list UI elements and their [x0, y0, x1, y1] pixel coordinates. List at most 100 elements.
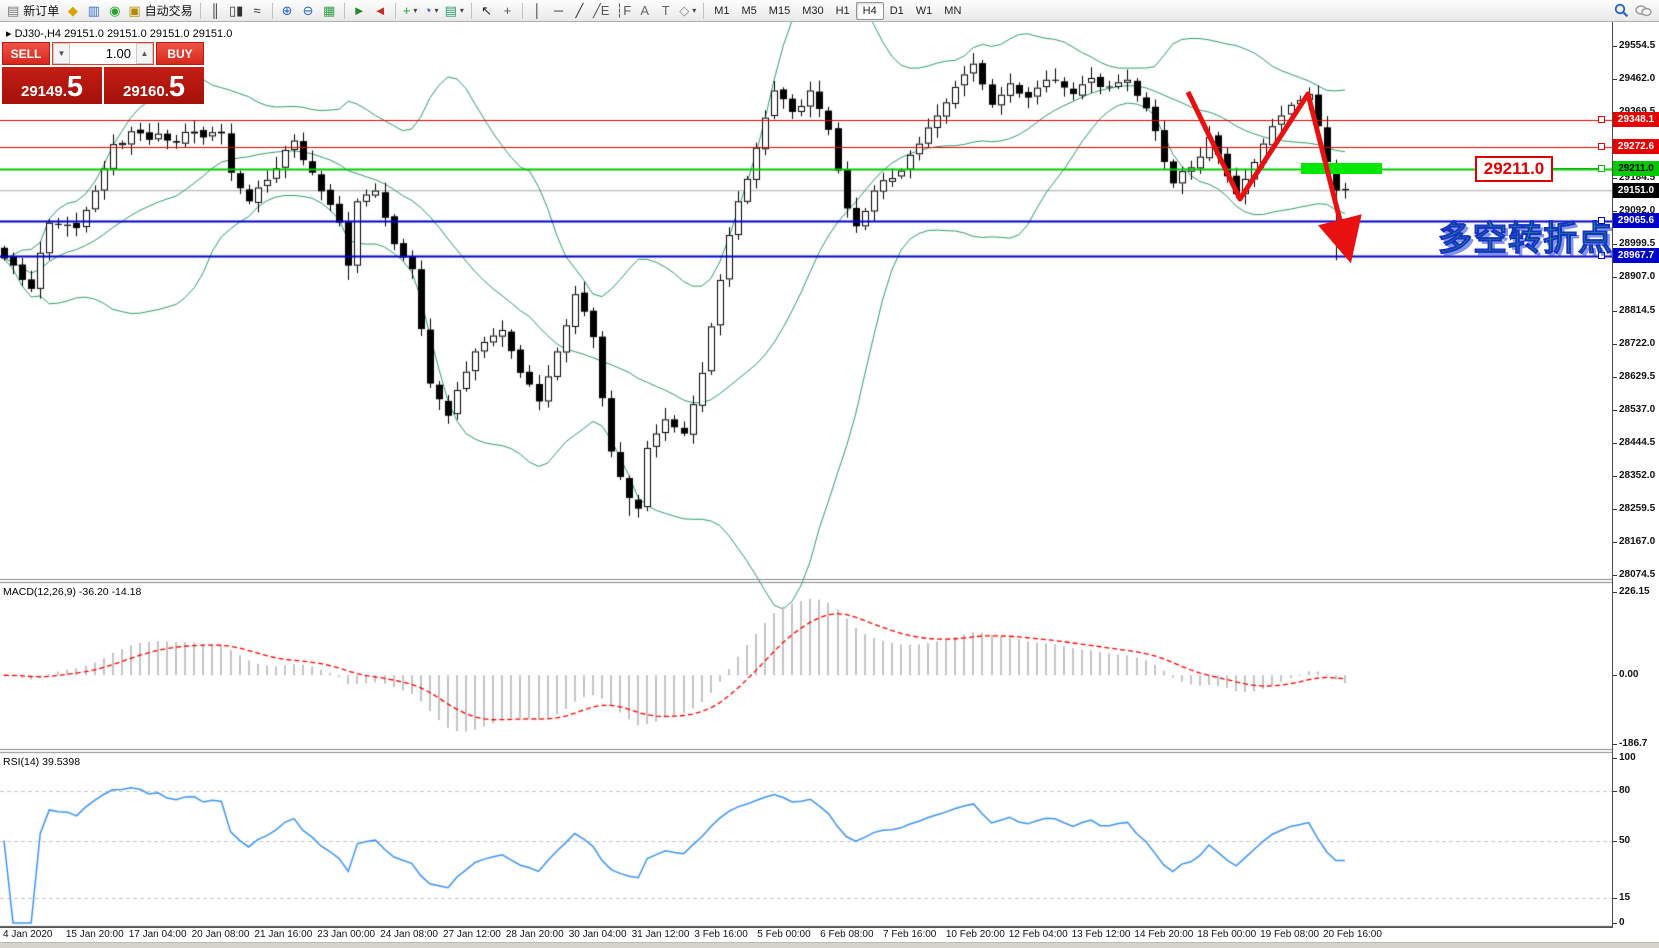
- timeframe-h4-button[interactable]: H4: [855, 1, 884, 20]
- time-tick-label: 20 Feb 16:00: [1322, 929, 1382, 940]
- templates-button[interactable]: ▤ ▾: [442, 1, 467, 21]
- new-chart-button[interactable]: + ▾: [400, 1, 421, 21]
- periods-icon: ◔: [423, 3, 432, 18]
- timeframe-mn-button[interactable]: MN: [944, 4, 962, 17]
- bar-chart-button[interactable]: ║: [205, 1, 226, 21]
- tile-windows-button[interactable]: ▦: [319, 1, 340, 21]
- hline-button[interactable]: ─: [548, 1, 569, 21]
- toolbar-separator: [703, 2, 705, 19]
- price-tick: 28259.5: [1612, 502, 1656, 514]
- price-tick: 28629.5: [1612, 370, 1656, 382]
- green-highlight-box: [1301, 163, 1382, 175]
- price-tick: 28722.0: [1612, 337, 1656, 349]
- hline-icon: ─: [553, 3, 564, 18]
- dropdown-arrow-icon[interactable]: ▾: [434, 6, 439, 15]
- price-level-badge: 29211.0: [1613, 161, 1659, 177]
- timeframe-m1-button[interactable]: M1: [714, 4, 730, 17]
- toolbar-separator: [470, 2, 472, 19]
- rsi-tick: 50: [1612, 834, 1631, 846]
- label-icon: T: [661, 3, 670, 18]
- fibonacci-icon: ┆F: [615, 3, 632, 18]
- text-icon: A: [640, 3, 650, 18]
- timeframe-h1-button[interactable]: H1: [835, 4, 850, 17]
- macd-values: -36.20 -14.18: [78, 586, 142, 598]
- chat-button[interactable]: [1632, 1, 1655, 21]
- sell-price-display[interactable]: 29149. 5: [2, 67, 102, 104]
- time-tick-label: 5 Feb 00:00: [757, 929, 811, 940]
- chart-window-button[interactable]: ▥: [83, 1, 104, 21]
- time-tick-label: 15 Jan 20:00: [65, 929, 124, 940]
- chat-icon: [1635, 4, 1652, 16]
- time-tick-label: 21 Jan 16:00: [254, 929, 313, 940]
- price-tick: 28167.0: [1612, 535, 1656, 547]
- sell-button[interactable]: SELL: [2, 42, 50, 65]
- line-anchor-marker[interactable]: [1598, 252, 1605, 260]
- price-level-badge: 29348.1: [1613, 112, 1659, 128]
- price-tick: 29554.5: [1612, 40, 1656, 51]
- shapes-button[interactable]: ◇ ▾: [676, 1, 699, 21]
- buy-button[interactable]: BUY: [156, 42, 204, 65]
- dropdown-arrow-icon[interactable]: ▾: [413, 6, 418, 15]
- line-chart-button[interactable]: ≈: [247, 1, 268, 21]
- time-tick-label: 3 Feb 16:00: [694, 929, 748, 940]
- dropdown-arrow-icon[interactable]: ▾: [459, 6, 464, 15]
- price-tick: 28352.0: [1612, 469, 1656, 481]
- price-tick: 28907.0: [1612, 271, 1656, 283]
- price-tick: 28537.0: [1612, 403, 1656, 415]
- toolbar-separator: [521, 2, 523, 19]
- line-anchor-marker[interactable]: [1598, 165, 1605, 173]
- candle-chart-button[interactable]: ▯▮: [226, 1, 247, 21]
- vline-button[interactable]: │: [527, 1, 548, 21]
- volume-up-button[interactable]: ▲: [136, 43, 153, 64]
- rsi-label: RSI(14) 39.5398: [3, 756, 80, 768]
- zoom-in-button[interactable]: ⊕: [277, 1, 298, 21]
- autoscroll-icon: ►: [352, 3, 366, 18]
- time-tick-label: 28 Jan 20:00: [505, 929, 564, 940]
- search-button[interactable]: [1611, 1, 1632, 21]
- price-tick: 28814.5: [1612, 304, 1656, 316]
- autotrading-icon: ▣: [128, 3, 141, 18]
- line-chart-icon: ≈: [253, 3, 261, 18]
- timeframe-m15-button[interactable]: M15: [768, 4, 791, 17]
- symbol-name: DJ30-,H4: [14, 28, 62, 40]
- zoom-out-icon: ⊖: [302, 3, 314, 18]
- cursor-button[interactable]: ↖: [476, 1, 497, 21]
- price-tick: 28074.5: [1612, 569, 1656, 580]
- autoscroll-button[interactable]: ►: [349, 1, 370, 21]
- timeframe-w1-button[interactable]: W1: [915, 4, 933, 17]
- label-button[interactable]: T: [655, 1, 676, 21]
- time-tick-label: 6 Feb 08:00: [820, 929, 874, 940]
- time-axis[interactable]: 4 Jan 2020 15 Jan 20:00 17 Jan 04:00 20 Jan…: [0, 929, 1659, 942]
- search-icon: [1614, 3, 1629, 18]
- trendline-button[interactable]: ╱: [569, 1, 590, 21]
- channel-button[interactable]: ╱E: [590, 1, 613, 21]
- line-anchor-marker[interactable]: [1598, 116, 1605, 124]
- autotrading-button[interactable]: ▣ 自动交易: [125, 1, 195, 21]
- signal-icon: ◉: [109, 3, 121, 18]
- toolbar-separator: [199, 2, 201, 19]
- text-button[interactable]: A: [634, 1, 655, 21]
- dropdown-arrow-icon[interactable]: ▾: [692, 6, 697, 15]
- volume-input[interactable]: 1.00: [105, 46, 131, 61]
- signal-button[interactable]: ◉: [104, 1, 125, 21]
- rsi-name: RSI(14): [3, 756, 40, 768]
- timeframe-m5-button[interactable]: M5: [741, 4, 757, 17]
- line-anchor-marker[interactable]: [1598, 143, 1605, 151]
- timeframe-d1-button[interactable]: D1: [889, 4, 904, 17]
- toolbar-separator: [394, 2, 396, 19]
- price-chart-canvas[interactable]: [0, 22, 1612, 928]
- zoom-out-button[interactable]: ⊖: [298, 1, 319, 21]
- gold-icon-button[interactable]: ◆: [62, 1, 83, 21]
- buy-price-display[interactable]: 29160. 5: [104, 67, 204, 104]
- periods-button[interactable]: ◔ ▾: [421, 1, 442, 21]
- volume-down-button[interactable]: ▼: [53, 43, 70, 64]
- chart-shift-button[interactable]: ◄: [370, 1, 391, 21]
- macd-tick: 0.00: [1612, 669, 1639, 681]
- crosshair-button[interactable]: +: [497, 1, 518, 21]
- price-axis[interactable]: 29554.529462.029369.529277.029184.529092…: [1612, 22, 1659, 928]
- time-tick-label: 18 Feb 00:00: [1197, 929, 1257, 940]
- line-anchor-marker[interactable]: [1598, 217, 1605, 225]
- new-order-button[interactable]: ▤ 新订单: [4, 1, 62, 21]
- timeframe-m30-button[interactable]: M30: [802, 4, 824, 17]
- fibonacci-button[interactable]: ┆F: [612, 1, 634, 21]
